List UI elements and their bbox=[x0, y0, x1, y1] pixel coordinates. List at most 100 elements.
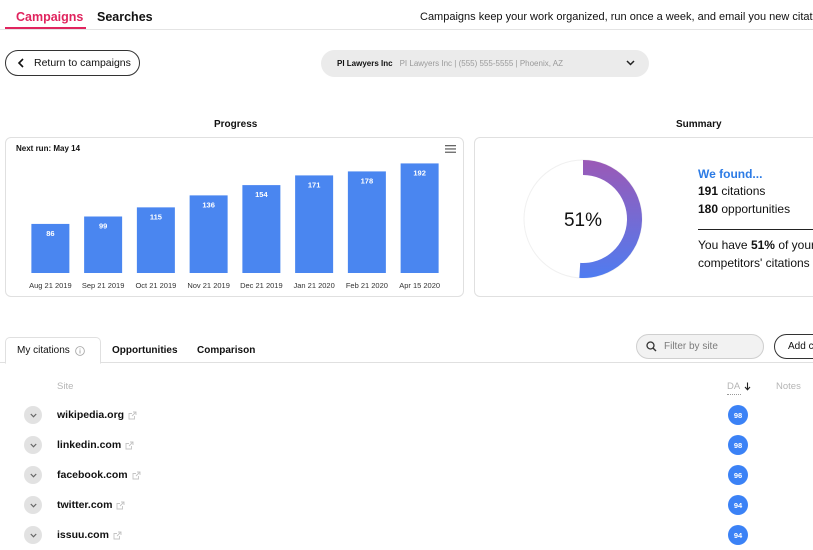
opportunities-count: 180 bbox=[698, 202, 719, 216]
donut-arc bbox=[579, 160, 643, 278]
da-header-label: DA bbox=[727, 381, 741, 392]
x-tick-label-3: Nov 21 2019 bbox=[187, 281, 230, 290]
site-link[interactable]: linkedin.com bbox=[57, 439, 134, 451]
expand-row-button[interactable] bbox=[24, 406, 42, 424]
business-select[interactable]: PI Lawyers Inc PI Lawyers Inc | (555) 55… bbox=[321, 50, 649, 77]
x-tick-label-6: Feb 21 2020 bbox=[346, 281, 388, 290]
tab-my-citations-label: My citations bbox=[17, 345, 70, 356]
bar-value-label-1: 99 bbox=[99, 221, 107, 230]
tab-comparison[interactable]: Comparison bbox=[197, 344, 256, 356]
da-tooltip-underline bbox=[727, 394, 741, 395]
bar-6 bbox=[347, 171, 386, 273]
bar-value-label-2: 115 bbox=[150, 212, 162, 221]
external-link-icon[interactable] bbox=[125, 441, 134, 450]
x-tick-label-7: Apr 15 2020 bbox=[399, 281, 440, 290]
progress-bar-chart: 86 Aug 21 2019 99 Sep 21 2019 115 Oct 21 2019… bbox=[29, 163, 440, 290]
bar-1 bbox=[84, 216, 123, 273]
tab-searches[interactable]: Searches bbox=[97, 10, 153, 24]
top-nav: Campaigns Searches Campaigns keep your w… bbox=[0, 0, 813, 30]
site-name: issuu.com bbox=[57, 529, 109, 541]
citations-count-line: 191 citations bbox=[698, 184, 765, 198]
opportunities-count-line: 180 opportunities bbox=[698, 202, 790, 216]
expand-row-button[interactable] bbox=[24, 466, 42, 484]
tab-my-citations[interactable]: My citations bbox=[5, 337, 101, 364]
x-tick-label-0: Aug 21 2019 bbox=[29, 281, 72, 290]
bar-value-label-5: 171 bbox=[308, 180, 321, 189]
business-name: PI Lawyers Inc bbox=[337, 59, 393, 68]
tab-opportunities[interactable]: Opportunities bbox=[112, 344, 178, 356]
site-name: wikipedia.org bbox=[57, 409, 125, 421]
summary-title: Summary bbox=[676, 119, 722, 130]
tab-campaigns[interactable]: Campaigns bbox=[16, 10, 84, 24]
site-link[interactable]: twitter.com bbox=[57, 499, 125, 511]
add-citation-button[interactable]: Add c bbox=[774, 334, 813, 359]
da-badge: 98 bbox=[728, 405, 748, 425]
table-row: linkedin.com 98 bbox=[0, 435, 813, 466]
divider bbox=[698, 229, 813, 230]
found-title: We found... bbox=[698, 167, 763, 181]
search-icon bbox=[646, 341, 657, 352]
da-badge: 96 bbox=[728, 465, 748, 485]
site-column-header[interactable]: Site bbox=[57, 381, 74, 392]
bar-7 bbox=[400, 163, 439, 273]
summary-card: 51% We found... 191 citations 180 opport… bbox=[474, 137, 813, 297]
donut-percent: 51% bbox=[564, 210, 602, 231]
chevron-left-icon bbox=[17, 58, 24, 68]
citations-tabs: My citations Opportunities Comparison bbox=[0, 337, 813, 364]
external-link-icon[interactable] bbox=[113, 531, 122, 540]
citations-donut-chart: 51% bbox=[523, 159, 643, 279]
sort-down-icon bbox=[744, 382, 751, 391]
expand-row-button[interactable] bbox=[24, 496, 42, 514]
share-text: You have 51% of your competitors' citati… bbox=[698, 236, 813, 272]
table-row: facebook.com 96 bbox=[0, 465, 813, 496]
chevron-down-icon bbox=[29, 413, 37, 418]
site-name: linkedin.com bbox=[57, 439, 122, 451]
bar-5 bbox=[295, 175, 334, 273]
filter-input[interactable] bbox=[664, 341, 760, 352]
return-label: Return to campaigns bbox=[34, 57, 131, 69]
site-name: facebook.com bbox=[57, 469, 128, 481]
bar-0 bbox=[31, 223, 70, 273]
x-tick-label-1: Sep 21 2019 bbox=[82, 281, 125, 290]
share-percent: 51% bbox=[750, 238, 775, 252]
campaigns-info-text: Campaigns keep your work organized, run … bbox=[420, 11, 813, 23]
table-row: wikipedia.org 98 bbox=[0, 405, 813, 436]
bar-3 bbox=[189, 195, 228, 273]
site-link[interactable]: wikipedia.org bbox=[57, 409, 137, 421]
expand-row-button[interactable] bbox=[24, 436, 42, 454]
site-link[interactable]: facebook.com bbox=[57, 469, 141, 481]
active-tab-indicator bbox=[5, 27, 86, 29]
filter-by-site[interactable] bbox=[636, 334, 764, 359]
expand-row-button[interactable] bbox=[24, 526, 42, 544]
bar-value-label-3: 136 bbox=[202, 200, 215, 209]
external-link-icon[interactable] bbox=[132, 471, 141, 480]
bar-value-label-0: 86 bbox=[46, 229, 54, 238]
site-name: twitter.com bbox=[57, 499, 113, 511]
external-link-icon[interactable] bbox=[128, 411, 137, 420]
x-tick-label-2: Oct 21 2019 bbox=[135, 281, 176, 290]
da-badge: 94 bbox=[728, 495, 748, 515]
progress-title: Progress bbox=[214, 119, 258, 130]
chevron-down-icon bbox=[29, 533, 37, 538]
external-link-icon[interactable] bbox=[116, 501, 125, 510]
share-prefix: You have bbox=[698, 238, 751, 252]
bar-value-label-6: 178 bbox=[361, 176, 374, 185]
progress-card: 86 Aug 21 2019 99 Sep 21 2019 115 Oct 21 2019… bbox=[5, 137, 464, 297]
chevron-down-icon bbox=[29, 443, 37, 448]
x-tick-label-4: Dec 21 2019 bbox=[240, 281, 283, 290]
menu-icon[interactable] bbox=[445, 145, 456, 153]
return-to-campaigns-button[interactable]: Return to campaigns bbox=[5, 50, 140, 76]
da-badge: 94 bbox=[728, 525, 748, 545]
x-tick-label-5: Jan 21 2020 bbox=[293, 281, 334, 290]
table-row: twitter.com 94 bbox=[0, 495, 813, 526]
bar-value-label-4: 154 bbox=[255, 190, 268, 199]
da-column-header[interactable]: DA bbox=[727, 381, 751, 395]
bar-4 bbox=[242, 185, 281, 273]
info-icon[interactable] bbox=[74, 345, 85, 356]
citations-count: 191 bbox=[698, 184, 719, 198]
bar-value-label-7: 192 bbox=[413, 168, 426, 177]
site-link[interactable]: issuu.com bbox=[57, 529, 122, 541]
notes-column-header: Notes bbox=[776, 381, 801, 392]
business-detail: PI Lawyers Inc | (555) 555-5555 | Phoeni… bbox=[399, 59, 563, 68]
table-row: issuu.com 94 bbox=[0, 525, 813, 550]
